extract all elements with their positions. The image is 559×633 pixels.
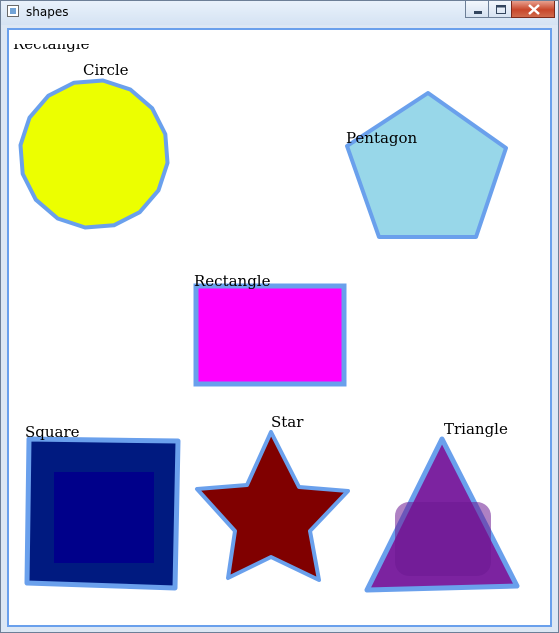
pentagon-shape[interactable] bbox=[345, 91, 508, 239]
rectangle-shape[interactable] bbox=[193, 283, 347, 387]
triangle-shape[interactable] bbox=[364, 436, 520, 593]
drawing-canvas[interactable]: Rectangle Circle Pentagon Rectangle bbox=[7, 28, 552, 627]
circle-label: Circle bbox=[83, 61, 129, 79]
minimize-icon bbox=[474, 11, 482, 14]
star-shape[interactable] bbox=[195, 430, 350, 582]
maximize-button[interactable] bbox=[488, 1, 512, 18]
star-label: Star bbox=[271, 413, 304, 431]
square-shape[interactable] bbox=[24, 436, 181, 591]
pentagon-polygon bbox=[345, 91, 508, 239]
shapes-canvas: Circle Pentagon Rectangle Square Star bbox=[18, 61, 520, 593]
square-inner-rect bbox=[54, 472, 154, 563]
close-button[interactable] bbox=[511, 1, 555, 18]
clipped-rectangle-label: Rectangle bbox=[13, 44, 90, 53]
pentagon-label: Pentagon bbox=[346, 129, 418, 147]
triangle-label: Triangle bbox=[444, 420, 508, 438]
title-bar[interactable]: shapes bbox=[1, 1, 558, 25]
triangle-inner-patch bbox=[395, 502, 491, 576]
window-title: shapes bbox=[26, 5, 69, 19]
rectangle-label: Rectangle bbox=[194, 272, 271, 290]
app-window-icon[interactable] bbox=[7, 5, 19, 17]
star-polygon bbox=[195, 430, 350, 582]
circle-shape[interactable] bbox=[18, 78, 170, 230]
close-icon bbox=[528, 4, 540, 15]
caption-buttons bbox=[465, 1, 555, 19]
maximize-icon bbox=[496, 5, 506, 14]
square-label: Square bbox=[25, 423, 80, 441]
circle-polygon bbox=[18, 78, 170, 230]
minimize-button[interactable] bbox=[465, 1, 489, 18]
rectangle-rect bbox=[193, 283, 347, 387]
